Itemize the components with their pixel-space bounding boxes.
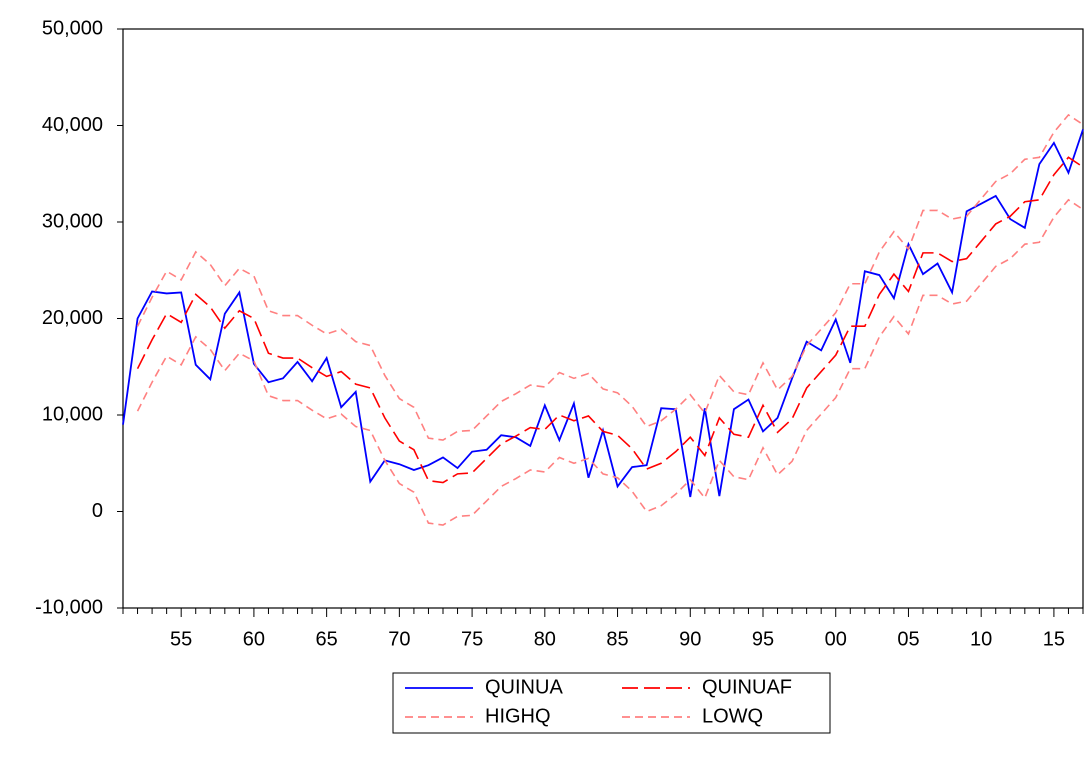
x-tick-label: 85 [606,628,628,650]
x-tick-label: 00 [825,628,847,650]
series-line [136,156,1084,484]
legend-label: HIGHQ [485,705,551,727]
series-line [122,129,1084,498]
x-tick-label: 15 [1043,628,1065,650]
y-tick-label: -10,000 [35,596,103,618]
x-tick-label: 10 [970,628,992,650]
legend-box [392,672,831,734]
x-tick-label: 65 [316,628,338,650]
legend-label: QUINUA [485,676,563,698]
x-tick-label: 05 [897,628,919,650]
y-tick-label: 30,000 [42,210,103,232]
x-tick-label: 60 [243,628,265,650]
series-line [136,113,1084,441]
x-tick-label: 75 [461,628,483,650]
x-tick-label: 95 [752,628,774,650]
series-line [136,198,1084,526]
legend-label: QUINUAF [702,676,792,698]
x-tick-label: 90 [679,628,701,650]
y-tick-label: 50,000 [42,17,103,39]
y-tick-label: 20,000 [42,307,103,329]
x-tick-label: 80 [534,628,556,650]
x-tick-label: 70 [388,628,410,650]
legend-label: LOWQ [702,705,763,727]
y-tick-label: 0 [92,500,103,522]
y-tick-label: 10,000 [42,403,103,425]
y-tick-label: 40,000 [42,114,103,136]
plot-frame [122,28,1084,609]
x-tick-label: 55 [170,628,192,650]
